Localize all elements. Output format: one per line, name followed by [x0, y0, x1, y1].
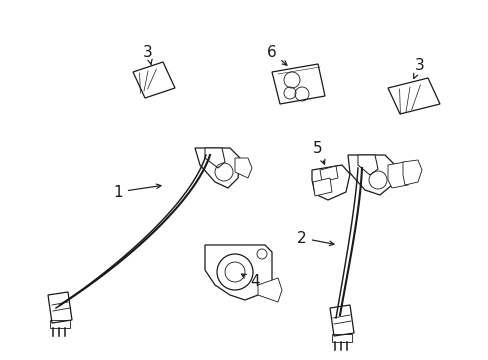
- Bar: [331, 334, 351, 342]
- Polygon shape: [319, 166, 337, 182]
- Polygon shape: [204, 148, 224, 168]
- Text: 3: 3: [143, 45, 153, 65]
- Polygon shape: [347, 155, 394, 195]
- Text: 6: 6: [266, 45, 286, 65]
- Polygon shape: [271, 64, 325, 104]
- Polygon shape: [195, 148, 240, 188]
- Polygon shape: [329, 305, 353, 336]
- Text: 4: 4: [241, 274, 259, 289]
- Polygon shape: [258, 278, 282, 302]
- Polygon shape: [133, 62, 175, 98]
- Text: 1: 1: [113, 184, 161, 199]
- Text: 2: 2: [297, 230, 333, 246]
- Polygon shape: [357, 155, 377, 175]
- Polygon shape: [204, 245, 271, 300]
- Polygon shape: [48, 292, 72, 323]
- Polygon shape: [402, 160, 421, 185]
- Polygon shape: [311, 165, 349, 200]
- Bar: [50, 320, 70, 328]
- Text: 5: 5: [312, 140, 324, 164]
- Polygon shape: [235, 158, 251, 178]
- Polygon shape: [387, 162, 411, 188]
- Text: 3: 3: [413, 58, 424, 78]
- Polygon shape: [312, 178, 331, 196]
- Polygon shape: [387, 78, 439, 114]
